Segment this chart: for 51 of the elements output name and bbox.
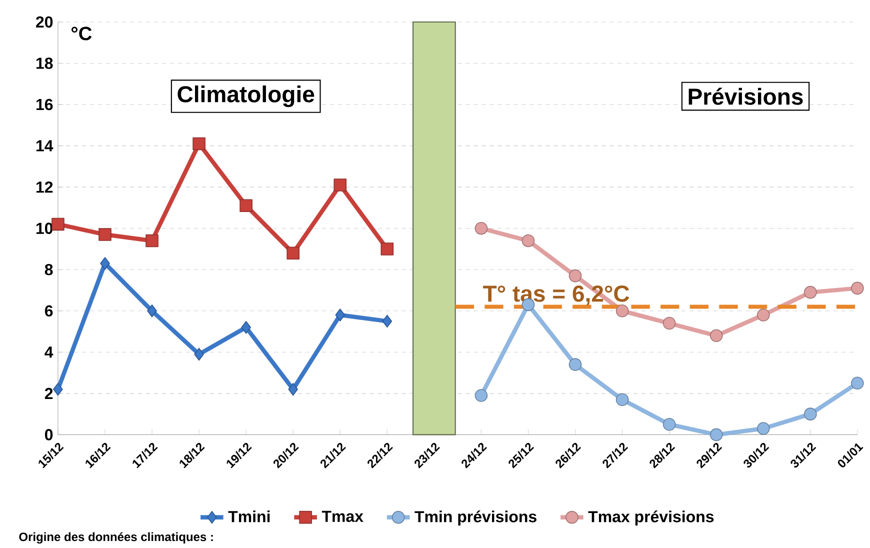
point	[100, 257, 110, 270]
annotation: Climatologie	[178, 85, 314, 108]
y-tick-label: 12	[36, 181, 53, 193]
legend-label: Tmin prévisions	[414, 510, 536, 526]
point	[851, 282, 864, 295]
text: Origine des données climatiques :	[19, 532, 213, 544]
legend-label: Tmax	[322, 510, 364, 522]
point	[286, 246, 300, 260]
point	[662, 418, 676, 431]
y-tick-label: 16	[36, 98, 53, 110]
point	[288, 382, 298, 396]
point	[616, 393, 629, 406]
y-tick-label: 0	[44, 429, 53, 440]
y-tick-label: 14	[36, 140, 54, 152]
point	[474, 222, 488, 235]
y-tick-label: 2	[44, 388, 53, 400]
y-tick-label: 18	[36, 58, 53, 69]
point	[335, 308, 346, 322]
y-tick-label: 8	[44, 264, 53, 276]
point	[241, 321, 251, 334]
y-tick-label: 6	[44, 305, 53, 317]
point	[382, 314, 392, 328]
legend-label: Tmax prévisions	[588, 510, 714, 526]
y-tick-label: 10	[36, 222, 53, 234]
point	[380, 242, 394, 256]
point	[851, 376, 864, 390]
point	[804, 286, 817, 299]
point	[98, 228, 112, 241]
point	[662, 316, 676, 330]
point	[710, 329, 723, 342]
legend-label: Tmini	[228, 510, 270, 522]
point	[146, 234, 158, 248]
point	[147, 304, 157, 318]
point	[194, 348, 204, 361]
annotation: Prévisions	[688, 88, 803, 105]
point	[756, 308, 770, 322]
point	[474, 389, 488, 402]
point	[522, 234, 535, 248]
y-axis-title: °C	[72, 26, 92, 40]
y-tick-label: 20	[36, 16, 53, 28]
point	[334, 178, 347, 192]
point	[240, 199, 252, 212]
point	[53, 382, 63, 396]
point	[710, 428, 723, 442]
point	[568, 269, 582, 282]
point	[568, 358, 582, 371]
point	[52, 218, 64, 231]
point	[804, 408, 817, 420]
point	[756, 422, 770, 435]
y-tick-label: 4	[44, 346, 54, 358]
point	[192, 137, 206, 150]
